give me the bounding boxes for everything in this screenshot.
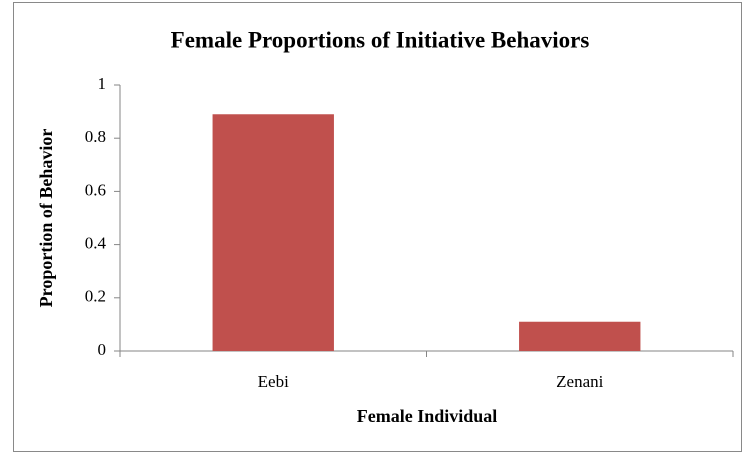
y-tick-label: 0	[98, 340, 107, 359]
y-tick-label: 0.6	[85, 180, 106, 199]
y-axis-label: Proportion of Behavior	[36, 129, 56, 308]
chart-border	[13, 2, 742, 452]
y-tick-label: 0.8	[85, 127, 106, 146]
x-tick-label: Eebi	[258, 372, 289, 391]
bar	[212, 114, 334, 351]
x-tick-label: Zenani	[556, 372, 603, 391]
bar	[519, 321, 641, 351]
y-tick-label: 0.2	[85, 287, 106, 306]
y-tick-label: 1	[98, 74, 107, 93]
y-tick-label: 0.4	[85, 234, 107, 253]
x-axis-label: Female Individual	[357, 406, 498, 426]
chart-title: Female Proportions of Initiative Behavio…	[171, 27, 590, 52]
